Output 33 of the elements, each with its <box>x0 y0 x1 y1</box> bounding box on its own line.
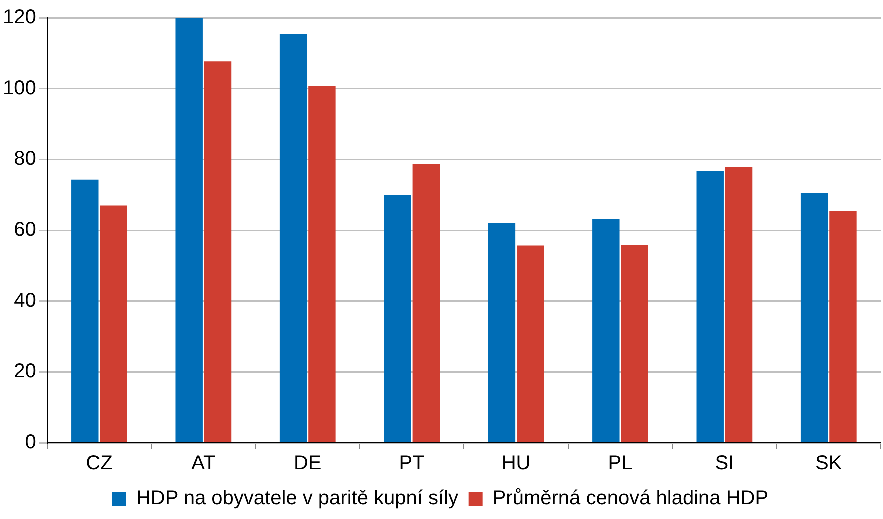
bar <box>412 164 440 442</box>
y-tick-label: 40 <box>14 290 36 312</box>
x-tick-label: DE <box>294 452 322 475</box>
bar <box>204 62 232 442</box>
bar <box>72 180 99 442</box>
bar <box>176 18 203 442</box>
legend-label: HDP na obyvatele v paritě kupní síly <box>136 488 458 510</box>
y-tick-label: 0 <box>25 432 36 454</box>
bar <box>280 34 308 442</box>
bar <box>308 86 336 442</box>
y-tick-label: 60 <box>14 219 36 242</box>
bar <box>384 195 412 442</box>
y-tick-label: 100 <box>2 77 36 100</box>
x-tick-label: HU <box>502 452 531 475</box>
x-tick-label: CZ <box>86 452 113 475</box>
bar <box>621 245 648 442</box>
bar <box>800 192 828 442</box>
x-tick-label: SI <box>715 452 734 475</box>
x-tick-label: PT <box>399 452 425 475</box>
x-tick-label: PL <box>608 452 633 475</box>
bar <box>725 167 753 442</box>
bar <box>517 246 544 442</box>
y-tick-label: 80 <box>14 148 36 170</box>
bar <box>830 211 857 442</box>
bar <box>696 171 724 442</box>
x-tick-label: SK <box>816 452 843 475</box>
bar <box>100 206 128 442</box>
bar <box>488 223 516 442</box>
x-tick-label: AT <box>192 452 216 475</box>
legend-label: Průměrná cenová hladina HDP <box>492 488 769 510</box>
bar <box>592 220 620 442</box>
y-tick-label: 120 <box>2 6 36 29</box>
y-tick-label: 20 <box>14 360 36 383</box>
